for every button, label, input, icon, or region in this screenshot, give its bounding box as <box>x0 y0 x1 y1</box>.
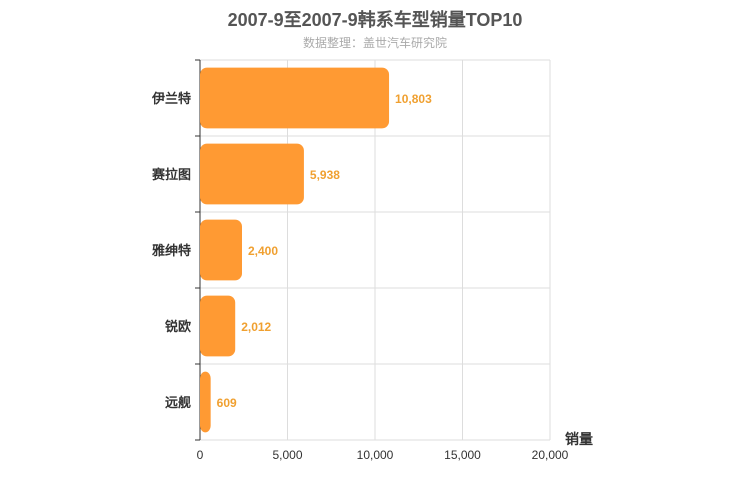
axis-layer <box>195 59 201 441</box>
x-tick-label: 0 <box>197 448 204 462</box>
chart-subtitle: 数据整理：盖世汽车研究院 <box>302 36 447 50</box>
bar <box>200 67 390 129</box>
data-label: 609 <box>217 396 237 410</box>
bar <box>200 143 304 205</box>
x-axis-title: 销量 <box>565 431 593 447</box>
x-tick-label: 20,000 <box>532 448 569 462</box>
x-tick-label: 10,000 <box>357 448 394 462</box>
bar <box>200 371 211 433</box>
category-label: 锐欧 <box>165 319 191 334</box>
data-label: 10,803 <box>395 92 432 106</box>
bar <box>200 219 242 281</box>
data-label: 2,400 <box>248 244 278 258</box>
label-layer: 0 5,000 10,000 15,000 20,000 伊兰特 10,803 赛拉图 5,93… <box>151 91 569 462</box>
bar-layer <box>200 67 390 433</box>
category-label: 赛拉图 <box>151 167 191 182</box>
chart-title: 2007-9至2007-9韩系车型销量TOP10 <box>227 10 523 30</box>
category-label: 伊兰特 <box>151 91 191 106</box>
data-label: 2,012 <box>241 320 271 334</box>
data-label: 5,938 <box>310 168 340 182</box>
x-tick-label: 15,000 <box>444 448 481 462</box>
x-tick-label: 5,000 <box>272 448 302 462</box>
category-label: 雅绅特 <box>152 243 191 258</box>
category-label: 远舰 <box>165 395 191 410</box>
bar <box>200 295 236 357</box>
